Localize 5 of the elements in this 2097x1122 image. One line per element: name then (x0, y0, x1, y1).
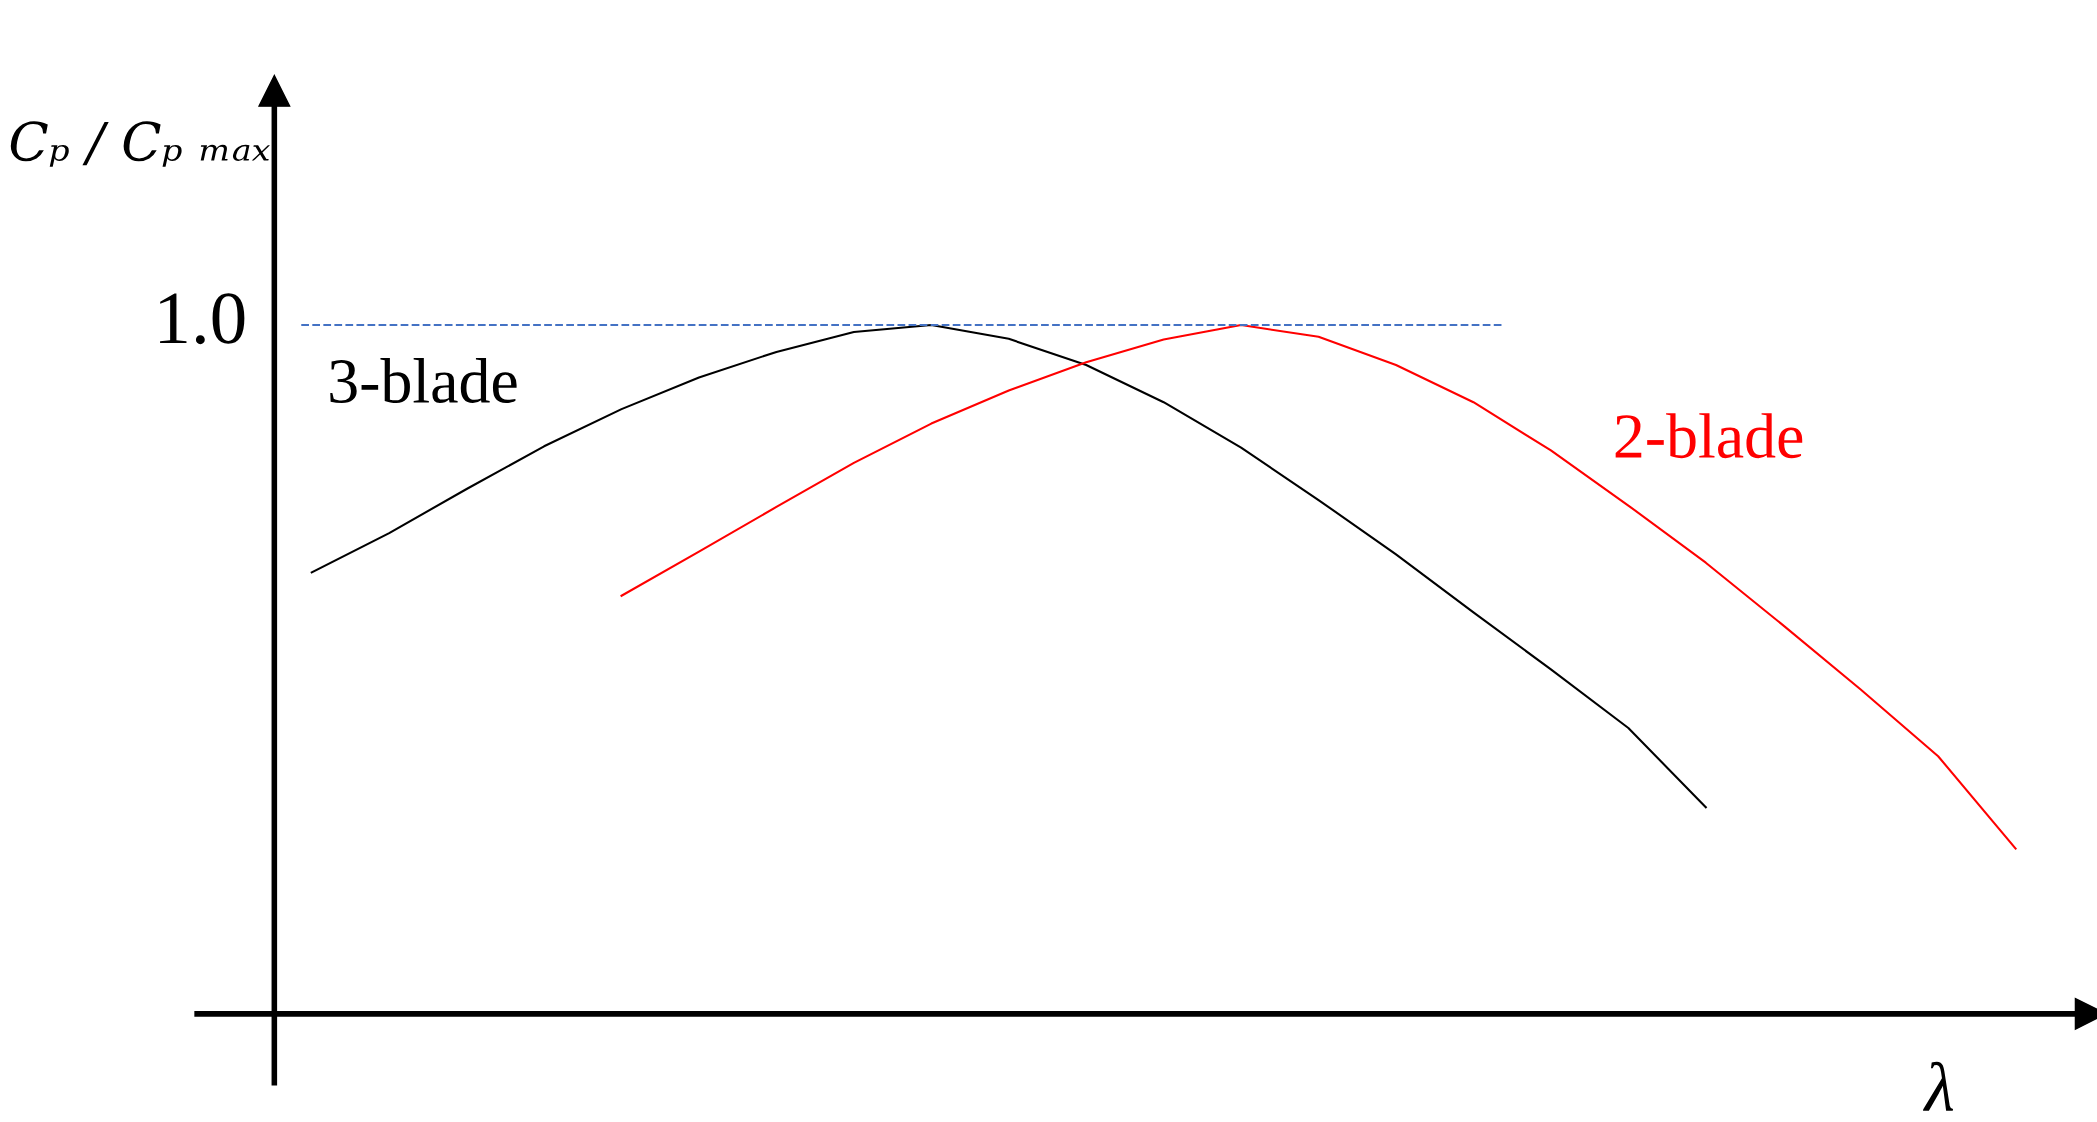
x-axis-title: λ (1922, 1061, 1954, 1111)
y-axis-title: Cₚ / Cₚ ₘₐₓ (10, 121, 270, 167)
series-label: 2-blade (1615, 413, 1803, 459)
series-label: 3-blade (330, 358, 517, 404)
ref-line-label: 1.0 (160, 293, 245, 345)
